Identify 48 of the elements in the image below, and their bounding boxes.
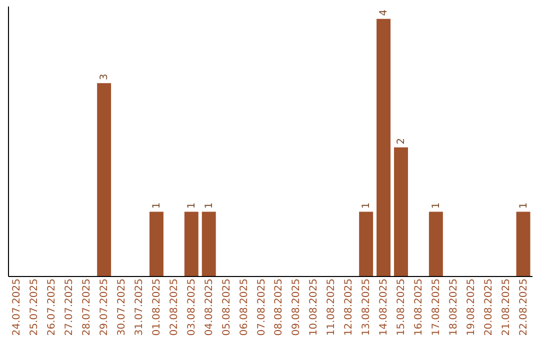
x-tick-label: 04.08.2025 [204,278,215,336]
x-tick-label: 07.08.2025 [256,278,268,336]
x-tick-label: 10.08.2025 [308,278,320,336]
x-tick-label: 08.08.2025 [274,278,285,336]
x-tick-label: 26.07.2025 [46,278,58,336]
x-tick-label: 15.08.2025 [396,278,407,336]
bar [184,212,198,276]
x-tick-label: 14.08.2025 [378,278,390,336]
x-tick-label: 11.08.2025 [326,278,338,336]
data-label: 4 [378,9,390,16]
data-label: 1 [186,202,198,209]
bar [202,212,216,276]
x-tick-label: 29.07.2025 [99,278,110,336]
data-label: 1 [361,202,372,209]
data-label: 2 [396,138,407,144]
x-tick-label: 06.08.2025 [238,278,250,336]
x-tick-label: 25.07.2025 [29,278,40,336]
bar [428,212,443,276]
data-label: 1 [430,202,442,209]
x-tick-label: 09.08.2025 [291,278,302,336]
data-label: 1 [204,202,215,209]
x-tick-label: 24.07.2025 [12,278,23,336]
data-label: 3 [99,74,110,80]
x-tick-label: 12.08.2025 [344,278,355,336]
x-tick-label: 17.08.2025 [430,278,442,336]
bar [97,83,112,276]
x-tick-label: 31.07.2025 [134,278,145,336]
x-tick-label: 18.08.2025 [448,278,460,336]
bar [394,147,408,276]
x-tick-label: 21.08.2025 [500,278,512,336]
x-tick-label: 27.07.2025 [64,278,76,336]
data-label: 1 [151,202,162,209]
x-tick-label: 19.08.2025 [466,278,477,336]
x-tick-label: 02.08.2025 [168,278,180,336]
bar [149,212,164,276]
x-tick-label: 30.07.2025 [116,278,128,336]
x-tick-label: 01.08.2025 [151,278,162,336]
x-tick-label: 20.08.2025 [483,278,494,336]
x-tick-label: 28.07.2025 [82,278,93,336]
x-tick-label: 05.08.2025 [221,278,232,336]
bar [359,212,374,276]
data-label: 1 [518,202,530,209]
x-tick-label: 22.08.2025 [518,278,530,336]
bar [516,212,530,276]
bar [376,18,391,276]
x-tick-label: 13.08.2025 [361,278,372,336]
x-tick-label: 16.08.2025 [413,278,424,336]
x-tick-label: 03.08.2025 [186,278,198,336]
